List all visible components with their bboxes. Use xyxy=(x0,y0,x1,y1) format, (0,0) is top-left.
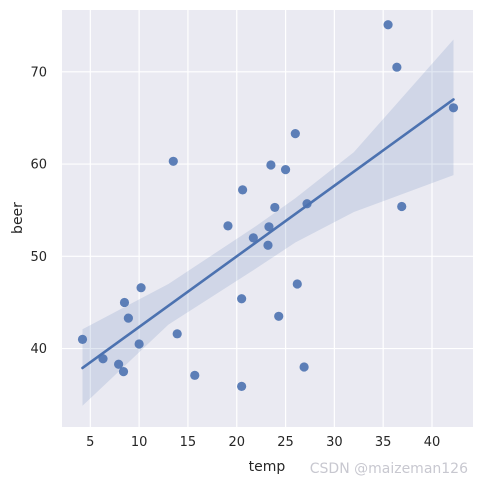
data-point xyxy=(123,313,133,323)
y-axis-label: beer xyxy=(10,202,26,234)
data-point xyxy=(392,62,402,72)
regression-line xyxy=(81,98,455,370)
y-tick-labels: 40 50 60 70 xyxy=(30,65,47,357)
y-tick-label: 60 xyxy=(30,158,47,173)
data-point xyxy=(237,294,247,304)
x-tick-label: 10 xyxy=(131,435,148,450)
x-axis-label: temp xyxy=(249,459,286,475)
x-tick-label: 20 xyxy=(228,435,245,450)
watermark: CSDN @maizeman126 xyxy=(310,461,468,477)
data-point xyxy=(98,354,108,364)
data-point xyxy=(237,381,247,392)
scatter-points xyxy=(77,20,459,392)
data-point xyxy=(280,165,291,175)
data-point xyxy=(290,129,300,139)
data-point xyxy=(114,359,124,369)
data-point xyxy=(448,103,459,113)
data-point xyxy=(264,222,274,232)
y-tick-label: 70 xyxy=(30,65,47,80)
data-point xyxy=(274,311,284,321)
data-point xyxy=(397,201,407,212)
data-point xyxy=(383,20,393,30)
data-point xyxy=(302,199,312,209)
data-point xyxy=(134,339,144,349)
data-point xyxy=(119,297,130,308)
data-point xyxy=(136,283,146,293)
x-tick-label: 5 xyxy=(86,435,94,450)
data-point xyxy=(266,160,276,170)
data-point xyxy=(263,240,273,250)
data-point xyxy=(223,221,233,231)
data-point xyxy=(270,202,280,213)
x-tick-label: 40 xyxy=(424,435,441,450)
y-tick-label: 40 xyxy=(30,342,47,357)
data-point xyxy=(292,279,302,289)
data-point xyxy=(172,329,182,339)
x-tick-label: 35 xyxy=(375,435,392,450)
x-tick-label: 30 xyxy=(326,435,343,450)
x-tick-label: 25 xyxy=(277,435,294,450)
data-point xyxy=(118,367,129,377)
y-tick-label: 50 xyxy=(30,250,47,265)
x-tick-label: 15 xyxy=(180,435,197,450)
data-point xyxy=(77,334,88,344)
data-point xyxy=(248,233,258,243)
plot-area xyxy=(62,10,473,427)
data-point xyxy=(238,185,248,195)
data-point xyxy=(190,370,200,380)
data-point xyxy=(299,362,309,372)
data-point xyxy=(168,156,178,166)
x-tick-labels: 5 10 15 20 25 30 35 40 xyxy=(86,435,440,450)
